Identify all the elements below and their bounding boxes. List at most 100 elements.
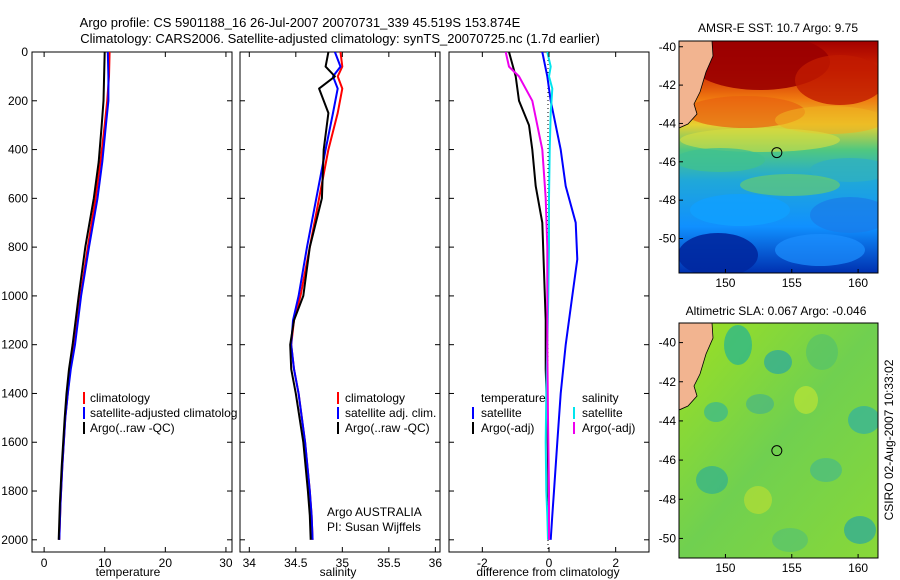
sla-blob [704, 402, 728, 422]
series-line-salinity-satellite [544, 52, 554, 540]
salinity-panel-frame [239, 51, 441, 553]
sst-blob [775, 106, 878, 134]
sst-blob [810, 197, 878, 233]
legend-sal-argo-label: Argo(-adj) [582, 421, 635, 435]
x-tick-label: 36 [429, 556, 443, 570]
y-tick-label: 2000 [1, 533, 28, 547]
sst-map [679, 41, 878, 273]
sst-blob [775, 234, 865, 266]
difference-xlabel: difference from climatology [476, 565, 619, 579]
sst-land-mass [679, 41, 714, 129]
map-y-tick-label: -46 [659, 453, 677, 467]
sla-blob [848, 406, 878, 434]
legend-sal-satellite-label: satellite [582, 406, 623, 420]
map-x-tick-label: 155 [782, 561, 802, 575]
sla-blob [810, 458, 842, 482]
sst-blob [690, 41, 830, 90]
map-y-tick-label: -44 [659, 414, 677, 428]
y-tick-label: 1400 [1, 386, 28, 400]
sla-map-title: Altimetric SLA: 0.067 Argo: -0.046 [686, 304, 867, 318]
side-timestamp-label: CSIRO 02-Aug-2007 10:33:02 [882, 359, 896, 520]
sst-blob [679, 148, 765, 172]
series-line-satellite-adj-clim- [290, 52, 342, 540]
y-tick-label: 400 [8, 143, 28, 157]
y-tick-label: 1200 [1, 338, 28, 352]
sst-map-axes: 150 155 160 -40 -42 -44 -46 -48 -50 [659, 40, 869, 290]
pi-annotation: PI: Susan Wijffels [327, 520, 421, 534]
sst-map-frame [678, 40, 879, 274]
y-tick-label: 1800 [1, 484, 28, 498]
map-y-tick-label: -40 [659, 40, 677, 54]
y-tick-label: 600 [8, 191, 28, 205]
sst-blob [740, 174, 840, 196]
legend-satellite-label: satellite-adjusted climatolog [90, 406, 237, 420]
sla-argo-location-marker [771, 445, 783, 457]
map-x-tick-label: 155 [782, 276, 802, 290]
y-tick-label: 800 [8, 240, 28, 254]
x-tick-label: 20 [159, 556, 173, 570]
map-y-tick-label: -48 [659, 492, 677, 506]
legend-argo-label: Argo(..raw -QC) [345, 421, 430, 435]
y-tick-label: 1000 [1, 289, 28, 303]
y-tick-label: 1600 [1, 435, 28, 449]
sla-blob [746, 394, 774, 414]
x-tick-label: 2 [612, 556, 619, 570]
x-tick-label: 35.5 [377, 556, 401, 570]
map-x-tick-label: 150 [715, 276, 735, 290]
salinity-xlabel: salinity [320, 565, 357, 579]
difference-axes: -2 0 2 [449, 51, 649, 570]
figure-title-line1: Argo profile: CS 5901188_16 26-Jul-2007 … [80, 15, 521, 30]
sst-argo-location-marker [771, 147, 783, 159]
sla-map [679, 323, 878, 558]
x-tick-label: 35 [336, 556, 350, 570]
temperature-xlabel: temperature [96, 565, 161, 579]
x-tick-label: 30 [219, 556, 233, 570]
series-line-argo-raw-qc- [289, 52, 336, 540]
difference-series-group [504, 52, 579, 540]
argo-australia-annotation: Argo AUSTRALIA [327, 505, 422, 519]
sst-field-blobs [679, 41, 878, 273]
x-tick-label: 10 [98, 556, 112, 570]
sla-map-axes: 150 155 160 -40 -42 -44 -46 -48 -50 [659, 336, 869, 575]
map-y-tick-label: -48 [659, 193, 677, 207]
figure-title-line2: Climatology: CARS2006. Satellite-adjuste… [80, 31, 600, 46]
series-line-salinity-argo-adj- [504, 52, 550, 540]
x-tick-label: 34 [243, 556, 257, 570]
sla-blob [772, 528, 808, 552]
legend-salinity-heading: salinity [582, 391, 619, 405]
series-line-temperature-argo-adj- [508, 52, 550, 540]
map-x-tick-label: 150 [715, 561, 735, 575]
map-y-tick-label: -50 [659, 531, 677, 545]
sla-blob [764, 350, 792, 374]
x-tick-label: 34.5 [284, 556, 308, 570]
sst-blob [680, 128, 840, 152]
sla-blob [794, 386, 818, 414]
temperature-axes: 0 10 20 30 0 200 400 600 800 1000 1200 1400 1600 1800… [1, 45, 233, 570]
sla-blob [696, 466, 728, 494]
legend-temp-satellite-label: satellite [481, 406, 522, 420]
sla-blob [844, 516, 876, 544]
sla-blob [744, 486, 772, 514]
sla-field-blobs [696, 325, 878, 552]
legend-temp-argo-label: Argo(-adj) [481, 421, 534, 435]
sla-blob [806, 334, 838, 370]
legend-climatology-label: climatology [90, 391, 150, 405]
legend-climatology-label: climatology [345, 391, 405, 405]
salinity-series-group [289, 52, 344, 540]
x-tick-label: 0 [41, 556, 48, 570]
sla-blob [724, 325, 752, 365]
temperature-series-group [57, 52, 111, 540]
sst-blob [795, 55, 878, 105]
temperature-panel-frame [31, 51, 233, 553]
map-x-tick-label: 160 [848, 276, 868, 290]
temperature-legend: climatology satellite-adjusted climatolo… [83, 391, 237, 435]
sst-blob [690, 194, 790, 226]
salinity-axes: 34 34.5 35 35.5 36 [240, 51, 443, 570]
x-tick-label: 0 [546, 556, 553, 570]
sst-blob [679, 233, 758, 273]
sst-blob [810, 158, 878, 182]
map-y-tick-label: -40 [659, 336, 677, 350]
salinity-legend: climatology satellite adj. clim. Argo(..… [337, 391, 436, 435]
map-y-tick-label: -42 [659, 375, 677, 389]
sla-map-frame [678, 322, 879, 559]
